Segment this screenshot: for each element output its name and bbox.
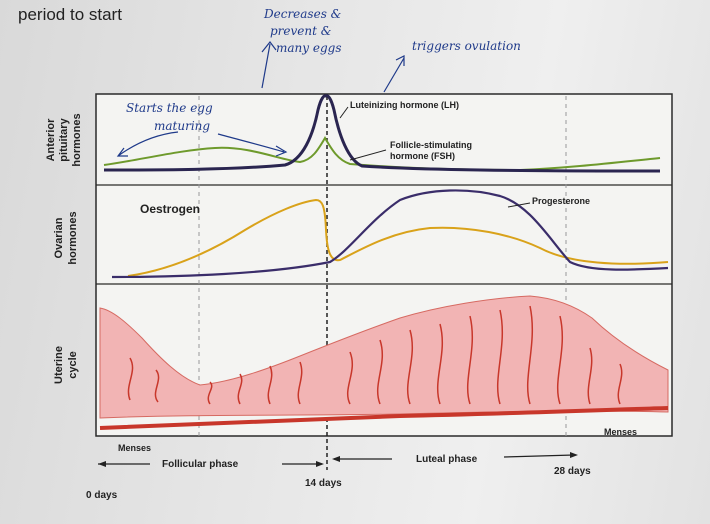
fsh-label-line1: Follicle-stimulating bbox=[390, 140, 472, 150]
annotation-egg-maturing: Starts the egg maturing bbox=[126, 101, 213, 133]
lh-curve bbox=[103, 94, 661, 173]
progesterone-leader bbox=[507, 202, 531, 208]
day-14-label: 14 days bbox=[305, 478, 342, 489]
svg-text:prevent &: prevent & bbox=[270, 24, 332, 38]
svg-text:hormones: hormones bbox=[67, 211, 79, 264]
follicular-label: Follicular phase bbox=[162, 459, 239, 470]
svg-text:Decreases &: Decreases & bbox=[263, 7, 342, 21]
label-pituitary: Anterior pituitary hormones bbox=[45, 113, 83, 166]
annotation-ovulation-arrow bbox=[383, 55, 405, 93]
svg-text:Ovarian: Ovarian bbox=[53, 217, 65, 258]
svg-text:Uterine: Uterine bbox=[53, 346, 65, 384]
progesterone-curve bbox=[111, 189, 669, 279]
uterine-base bbox=[99, 406, 669, 430]
day-0-label: 0 days bbox=[86, 490, 118, 501]
header-text: period to start bbox=[18, 5, 122, 24]
lh-leader bbox=[339, 106, 349, 119]
progesterone-label: Progesterone bbox=[532, 196, 590, 206]
fsh-label-line2: hormone (FSH) bbox=[390, 151, 455, 161]
annotation-egg-arrow-right bbox=[217, 133, 288, 157]
menses-right-label: Menses bbox=[604, 427, 637, 437]
luteal-arrow-right bbox=[503, 454, 575, 458]
svg-text:hormones: hormones bbox=[71, 113, 83, 166]
luteal-arrowhead-right bbox=[570, 452, 578, 458]
luteal-label: Luteal phase bbox=[416, 454, 478, 465]
lh-label: Luteinizing hormone (LH) bbox=[350, 100, 459, 110]
svg-text:maturing: maturing bbox=[154, 119, 210, 133]
menses-left-label: Menses bbox=[118, 443, 151, 453]
oestrogen-label: Oestrogen bbox=[140, 202, 200, 216]
svg-text:pituitary: pituitary bbox=[58, 117, 70, 161]
svg-text:Anterior: Anterior bbox=[45, 118, 57, 162]
svg-text:many eggs: many eggs bbox=[276, 41, 341, 55]
annotation-decreases-arrow bbox=[261, 41, 277, 89]
follicular-arrowhead-left bbox=[98, 461, 106, 467]
annotation-egg-arrow-left bbox=[116, 131, 179, 157]
luteal-arrowhead-left bbox=[332, 456, 340, 462]
label-uterine: Uterine cycle bbox=[53, 346, 79, 384]
fsh-leader bbox=[349, 149, 387, 161]
annotation-ovulation: triggers ovulation bbox=[412, 39, 521, 53]
svg-text:cycle: cycle bbox=[67, 351, 79, 379]
annotation-decreases: Decreases & prevent & many eggs bbox=[263, 7, 342, 55]
uterine-glands bbox=[127, 305, 623, 405]
day-28-label: 28 days bbox=[554, 466, 591, 477]
svg-text:Starts the egg: Starts the egg bbox=[126, 101, 213, 115]
label-ovarian: Ovarian hormones bbox=[53, 211, 79, 264]
follicular-arrowhead-right bbox=[316, 461, 324, 467]
